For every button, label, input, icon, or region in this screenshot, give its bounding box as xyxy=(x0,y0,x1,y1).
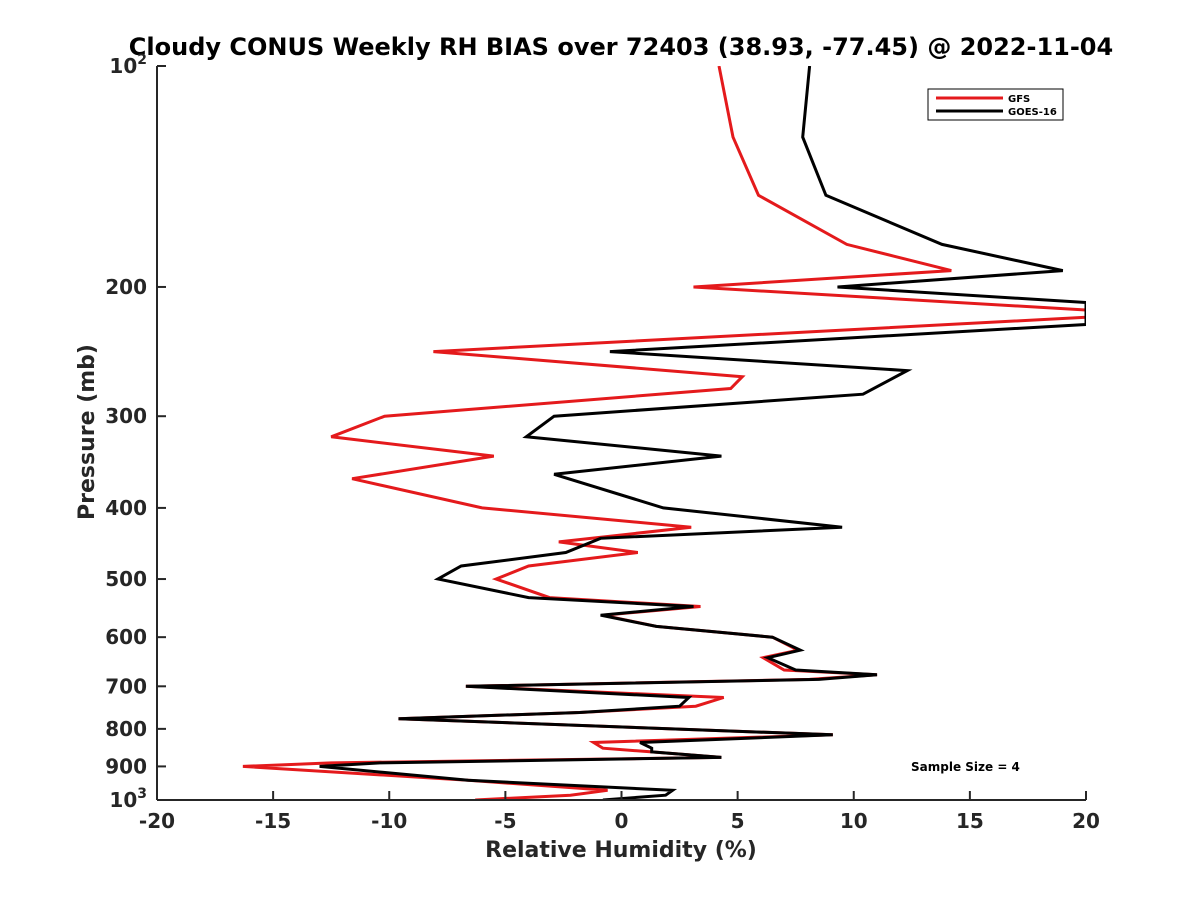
x-tick-label: 0 xyxy=(615,809,629,833)
legend-label: GFS xyxy=(1008,94,1030,105)
x-tick-label: 20 xyxy=(1072,809,1100,833)
series-line-goes-16 xyxy=(319,66,1086,800)
y-tick-label: 400 xyxy=(105,496,147,520)
y-tick-label: 700 xyxy=(105,674,147,698)
y-axis-ticks: 102 200 300 400 500 600 700 800 900 103 xyxy=(105,52,166,812)
y-tick-label: 800 xyxy=(105,717,147,741)
y-tick-label: 600 xyxy=(105,625,147,649)
x-tick-label: -15 xyxy=(255,809,291,833)
y-tick-label: 300 xyxy=(105,404,147,428)
x-tick-label: 5 xyxy=(731,809,745,833)
x-tick-label: -20 xyxy=(139,809,175,833)
legend-label: GOES-16 xyxy=(1008,107,1057,118)
y-tick-label: 500 xyxy=(105,567,147,591)
y-tick-label: 102 xyxy=(109,52,147,78)
x-tick-label: 10 xyxy=(840,809,868,833)
y-axis-label: Pressure (mb) xyxy=(75,344,100,520)
sample-size-annotation: Sample Size = 4 xyxy=(911,760,1020,774)
y-tick-label: 103 xyxy=(109,786,147,812)
legend: GFS GOES-16 xyxy=(927,88,1064,121)
legend-items: GFS GOES-16 xyxy=(936,94,1057,118)
x-axis-label: Relative Humidity (%) xyxy=(485,838,757,863)
y-tick-label: 900 xyxy=(105,754,147,778)
x-tick-label: -5 xyxy=(494,809,516,833)
x-axis-ticks: -20 -15 -10 -5 0 5 10 15 20 xyxy=(139,791,1100,833)
series-layer xyxy=(242,66,1086,800)
y-tick-label: 200 xyxy=(105,275,147,299)
x-tick-label: 15 xyxy=(956,809,984,833)
x-tick-label: -10 xyxy=(371,809,407,833)
legend-box xyxy=(927,88,1064,121)
chart-title: Cloudy CONUS Weekly RH BIAS over 72403 (… xyxy=(129,33,1113,61)
